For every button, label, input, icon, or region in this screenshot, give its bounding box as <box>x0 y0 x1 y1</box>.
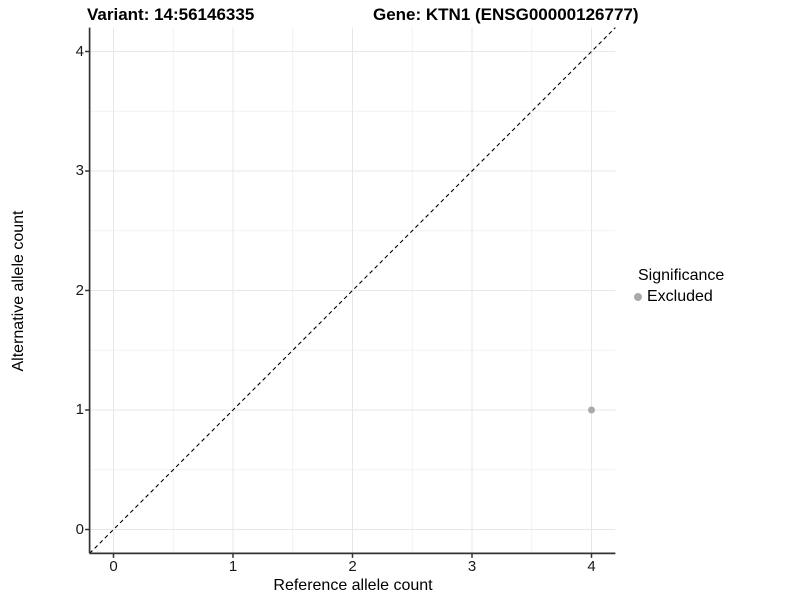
excluded-point-icon <box>634 293 642 301</box>
x-tick-label: 1 <box>228 558 238 575</box>
legend-title: Significance <box>638 267 725 284</box>
x-axis-title: Reference allele count <box>273 577 433 594</box>
data-point <box>588 406 595 414</box>
identity-line <box>89 27 616 554</box>
y-tick-label: 1 <box>75 401 84 418</box>
x-tick-label: 4 <box>587 558 596 575</box>
y-tick-label: 3 <box>75 162 84 179</box>
legend-entry-label: Excluded <box>647 288 713 305</box>
gene-title: Gene: KTN1 (ENSG00000126777) <box>373 5 639 24</box>
y-tick-label: 2 <box>75 281 84 299</box>
y-tick-label: 4 <box>75 42 84 60</box>
x-tick-label: 0 <box>109 558 118 575</box>
legend: Significance Excluded <box>634 266 724 306</box>
x-tick-label: 2 <box>348 558 357 575</box>
x-tick-label: 3 <box>467 558 477 575</box>
legend-entry-excluded: Excluded <box>634 288 724 306</box>
y-tick-label: 0 <box>75 520 84 538</box>
variant-title: Variant: 14:56146335 <box>87 5 255 24</box>
y-axis-title: Alternative allele count <box>10 210 27 372</box>
